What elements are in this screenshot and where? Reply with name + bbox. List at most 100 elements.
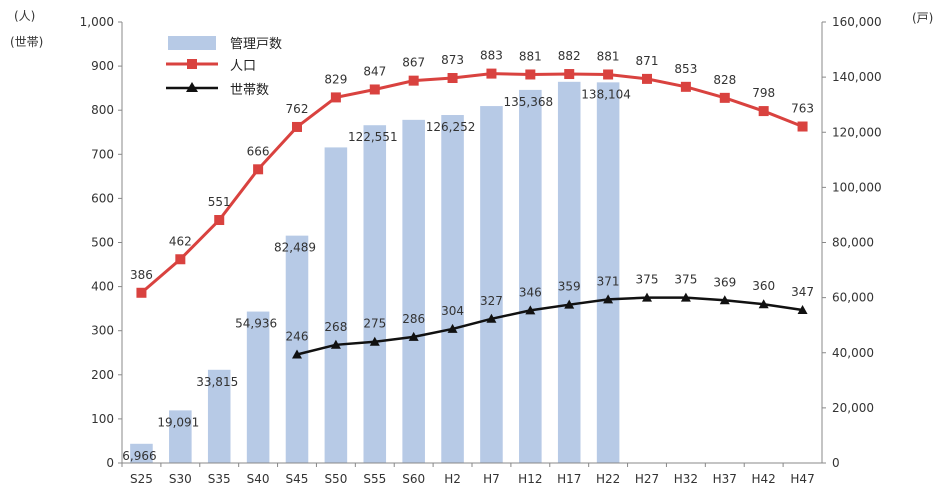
line-value-label: 375: [674, 273, 697, 287]
households-point: [680, 292, 691, 302]
legend-swatch-bars: [168, 36, 216, 50]
right-tick-label: 20,000: [832, 401, 874, 415]
line-value-label: 666: [247, 144, 270, 158]
line-value-label: 828: [713, 73, 736, 87]
line-value-label: 347: [791, 285, 814, 299]
population-point: [447, 73, 458, 84]
line-value-label: 275: [363, 317, 386, 331]
bar-value-label: 33,815: [196, 375, 238, 389]
population-point: [292, 121, 302, 132]
x-tick-label: S60: [402, 472, 425, 486]
line-value-label: 327: [480, 294, 503, 308]
households-point: [758, 299, 769, 309]
left-tick-label: 400: [91, 280, 114, 294]
population-point: [603, 69, 614, 80]
right-tick-label: 0: [832, 456, 840, 470]
population-point: [175, 254, 186, 265]
x-tick-label: H42: [752, 472, 776, 486]
line-value-label: 881: [519, 49, 542, 63]
line-value-label: 268: [324, 320, 347, 334]
bar: [285, 235, 309, 463]
households-point: [292, 349, 302, 359]
left-tick-label: 800: [91, 103, 114, 117]
line-value-label: 873: [441, 53, 464, 67]
x-tick-label: S50: [324, 472, 347, 486]
right-tick-label: 160,000: [832, 15, 882, 29]
bar-value-label: 19,091: [157, 415, 199, 429]
left-tick-label: 900: [91, 59, 114, 73]
left-axis-unit-line2: (世帯): [10, 35, 43, 49]
bar: [207, 369, 231, 463]
x-tick-label: S40: [247, 472, 270, 486]
bar-value-label: 126,252: [426, 120, 476, 134]
population-point: [408, 75, 419, 86]
legend-label-bars: 管理戸数: [230, 37, 282, 52]
line-value-label: 798: [752, 86, 775, 100]
line-value-label: 867: [402, 56, 425, 70]
bar: [130, 443, 153, 463]
households-point: [525, 305, 536, 315]
x-tick-label: S35: [208, 472, 231, 486]
right-tick-label: 40,000: [832, 346, 874, 360]
population-point: [330, 92, 341, 103]
bar: [519, 89, 542, 463]
line-value-label: 883: [480, 49, 503, 63]
x-tick-label: S55: [363, 472, 386, 486]
population-point: [486, 68, 497, 79]
lines-layer: [136, 68, 808, 359]
line-value-label: 881: [597, 49, 620, 63]
left-tick-label: 600: [91, 191, 114, 205]
x-tick-label: S25: [130, 472, 153, 486]
population-point: [719, 92, 730, 103]
legend: 管理戸数 人口 世帯数: [166, 36, 282, 98]
x-tick-label: S45: [286, 472, 309, 486]
households-point: [369, 336, 380, 346]
x-tick-label: H7: [483, 472, 500, 486]
population-point: [369, 84, 380, 95]
bars-layer: [130, 81, 620, 464]
line-value-label: 763: [791, 102, 814, 116]
line-value-label: 371: [597, 274, 620, 288]
line-value-label: 847: [363, 64, 386, 78]
x-tick-label: H22: [596, 472, 620, 486]
series-line-1: [140, 72, 804, 294]
households-point: [330, 339, 341, 349]
population-point: [136, 287, 147, 298]
labels-layer: 6,966 19,091 33,815 54,936 82,489 122,551 126,…: [122, 49, 814, 463]
households-point: [486, 313, 497, 323]
axes-layer: 0 100 200 300 400 500 600 700 800 900 1,000 0 20,000…: [80, 15, 882, 486]
line-value-label: 304: [441, 304, 464, 318]
households-point: [603, 294, 614, 304]
line-value-label: 462: [169, 234, 192, 248]
x-tick-label: H12: [518, 472, 542, 486]
population-point: [758, 106, 769, 117]
bar: [246, 311, 270, 463]
population-point: [680, 81, 691, 92]
line-value-label: 853: [674, 62, 697, 76]
left-tick-label: 200: [91, 368, 114, 382]
line-value-label: 360: [752, 279, 775, 293]
x-tick-label: H2: [444, 472, 461, 486]
right-axis-unit: (戸): [912, 11, 933, 25]
population-point: [253, 164, 264, 175]
bar: [402, 119, 425, 464]
line-value-label: 369: [713, 275, 736, 289]
series-line-2: [296, 296, 803, 356]
legend-label-households: 世帯数: [230, 83, 269, 98]
left-tick-label: 0: [106, 456, 114, 470]
x-tick-label: H47: [790, 472, 814, 486]
bar-value-label: 122,551: [348, 130, 398, 144]
bar: [169, 410, 192, 463]
households-point: [797, 304, 808, 314]
right-tick-label: 100,000: [832, 180, 882, 194]
x-tick-label: H37: [713, 472, 737, 486]
bar-value-label: 135,368: [504, 95, 554, 109]
left-tick-label: 300: [91, 324, 114, 338]
population-point: [642, 73, 652, 84]
population-point: [214, 215, 225, 226]
right-tick-label: 140,000: [832, 70, 882, 84]
line-value-label: 346: [519, 285, 542, 299]
households-point: [564, 299, 575, 309]
right-tick-label: 60,000: [832, 291, 874, 305]
